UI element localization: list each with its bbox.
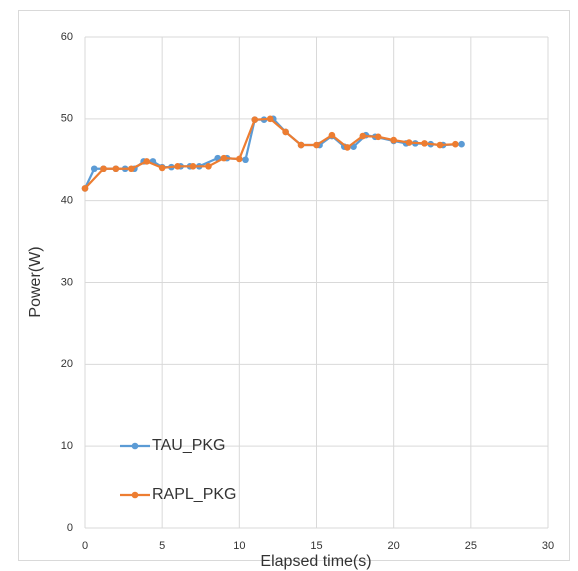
data-point (189, 162, 197, 170)
data-point (251, 116, 259, 123)
data-point (405, 139, 413, 146)
data-point (297, 141, 305, 149)
y-tick-label: 50 (61, 113, 73, 125)
x-tick-label: 30 (542, 540, 554, 552)
data-point (112, 165, 120, 173)
x-tick-label: 15 (310, 540, 322, 552)
y-tick-label: 40 (61, 195, 73, 207)
data-point (374, 133, 382, 141)
y-tick-label: 0 (67, 522, 73, 534)
data-point (90, 165, 98, 173)
data-point (143, 158, 151, 165)
data-point (205, 162, 212, 170)
legend-label: RAPL_PKG (152, 486, 236, 503)
data-point (458, 140, 465, 148)
data-point (359, 132, 367, 140)
data-point (174, 162, 181, 170)
x-tick-label: 10 (233, 540, 245, 552)
data-point (436, 141, 444, 149)
data-point (282, 128, 289, 136)
legend-marker (131, 442, 139, 450)
data-point (344, 144, 351, 151)
data-point (128, 165, 135, 173)
chart-border (18, 10, 570, 561)
y-axis-title: Power(W) (27, 246, 44, 317)
data-point (421, 140, 428, 147)
y-tick-label: 60 (61, 31, 73, 43)
data-point (81, 185, 89, 192)
data-point (313, 141, 320, 149)
data-point (236, 155, 243, 163)
x-tick-label: 20 (388, 540, 400, 552)
y-tick-label: 30 (61, 276, 73, 288)
legend-label: TAU_PKG (152, 437, 226, 454)
data-point (242, 156, 249, 164)
x-axis-title: Elapsed time(s) (260, 553, 371, 570)
legend-marker (131, 491, 139, 499)
data-point (100, 165, 107, 173)
x-tick-label: 25 (465, 540, 477, 552)
data-point (452, 140, 459, 148)
x-tick-label: 5 (159, 540, 165, 552)
x-tick-label: 0 (82, 540, 88, 552)
data-point (328, 131, 336, 139)
data-point (220, 154, 228, 162)
y-tick-label: 10 (61, 440, 73, 452)
y-tick-label: 20 (61, 358, 73, 370)
data-point (390, 136, 397, 144)
data-point (266, 115, 274, 123)
data-point (158, 164, 166, 172)
